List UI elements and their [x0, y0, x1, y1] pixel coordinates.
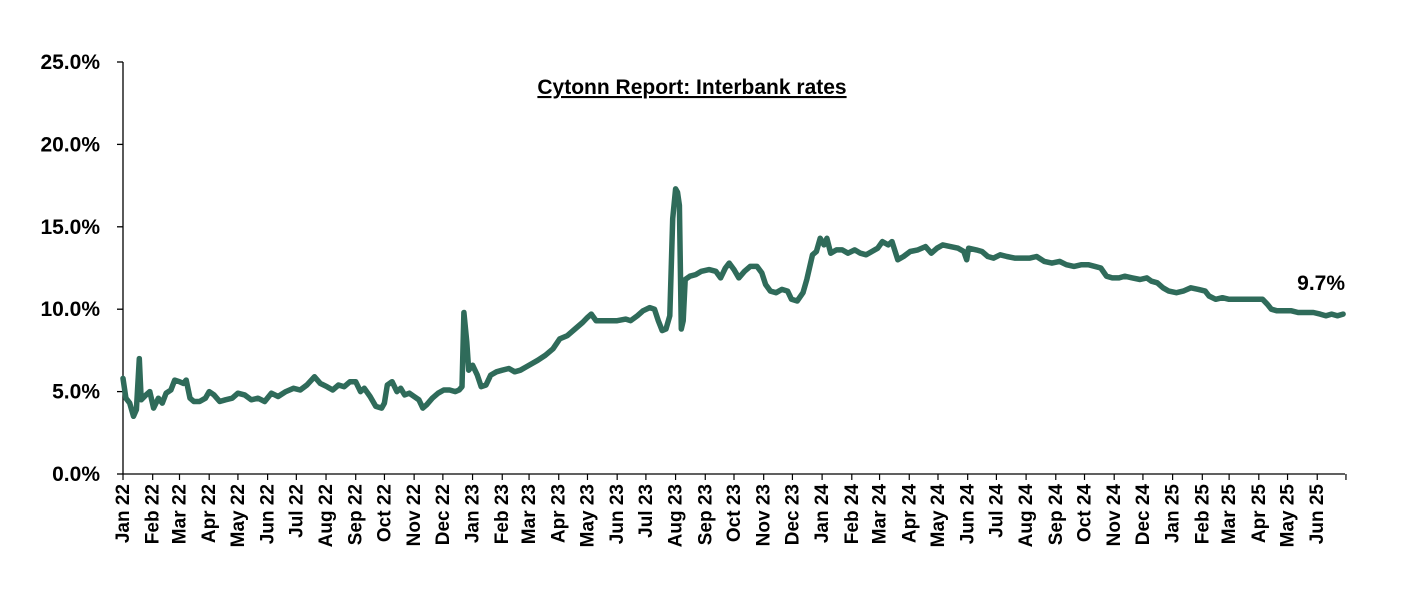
x-tick-label: Apr 22 — [199, 484, 220, 543]
x-tick-label: Jul 24 — [986, 484, 1007, 538]
x-tick-label: Oct 22 — [374, 484, 395, 542]
x-tick-label: Sep 23 — [695, 484, 716, 545]
y-tick-label: 10.0% — [40, 298, 100, 321]
x-tick-label: Aug 23 — [666, 484, 687, 547]
x-tick-label: Mar 25 — [1219, 484, 1240, 545]
x-tick-label: May 24 — [928, 484, 949, 548]
x-tick-label: Apr 24 — [899, 484, 920, 544]
chart-title: Cytonn Report: Interbank rates — [537, 76, 846, 99]
x-tick-label: Jun 22 — [258, 484, 279, 544]
x-tick-label: May 25 — [1278, 484, 1299, 548]
x-tick-label: Jul 23 — [636, 484, 657, 538]
y-tick-label: 15.0% — [40, 216, 100, 239]
y-tick-label: 25.0% — [40, 51, 100, 74]
x-tick-label: Apr 23 — [549, 484, 570, 543]
y-tick-label: 20.0% — [40, 133, 100, 156]
annotations: 9.7% — [1297, 272, 1345, 295]
x-tick-label: Jan 22 — [113, 484, 134, 543]
x-tick-label: Mar 22 — [170, 484, 191, 544]
y-tick-label: 0.0% — [52, 463, 100, 486]
x-tick-label: Feb 25 — [1192, 484, 1213, 545]
x-tick-label: Feb 23 — [492, 484, 513, 544]
x-tick-label: Mar 23 — [519, 484, 540, 544]
x-tick-label: Jun 23 — [607, 484, 628, 544]
x-tick-label: Apr 25 — [1249, 484, 1270, 544]
x-tick-label: Feb 24 — [842, 484, 863, 545]
x-tick-label: Jun 25 — [1307, 484, 1328, 545]
x-tick-label: Jun 24 — [958, 484, 979, 545]
x-tick-label: Dec 23 — [782, 484, 803, 545]
last-value-label: 9.7% — [1297, 272, 1345, 295]
x-tick-label: May 22 — [228, 484, 249, 547]
x-tick-label: Oct 23 — [724, 484, 745, 542]
series-line-0 — [120, 186, 1346, 420]
x-tick-label: Jan 24 — [812, 484, 833, 544]
x-tick-label: Jan 23 — [463, 484, 484, 543]
x-tick-label: Dec 24 — [1133, 484, 1154, 546]
x-tick-label: Mar 24 — [870, 484, 891, 545]
series-layer — [120, 186, 1346, 420]
x-tick-label: Sep 22 — [346, 484, 367, 545]
x-tick-label: Jul 22 — [286, 484, 307, 538]
y-tick-label: 5.0% — [52, 381, 100, 404]
x-tick-label: Sep 24 — [1046, 484, 1067, 546]
x-tick-label: Dec 22 — [433, 484, 454, 545]
x-tick-label: May 23 — [577, 484, 598, 547]
x-tick-label: Oct 24 — [1075, 484, 1096, 543]
x-tick-label: Aug 22 — [316, 484, 337, 547]
x-tick-label: Jan 25 — [1163, 484, 1184, 544]
y-tick-labels: 0.0% 5.0% 10.0% 15.0% 20.0% 25.0% — [40, 51, 123, 486]
x-tick-label: Feb 22 — [143, 484, 164, 544]
x-tick-label: Nov 23 — [754, 484, 775, 546]
x-tick-label: Nov 24 — [1104, 484, 1125, 547]
x-tick-label: Nov 22 — [404, 484, 425, 546]
x-tick-labels: Jan 22 Feb 22 Mar 22 Apr 22 May 22 Jun 22 Jul … — [113, 474, 1347, 548]
x-tick-label: Aug 24 — [1016, 484, 1037, 548]
